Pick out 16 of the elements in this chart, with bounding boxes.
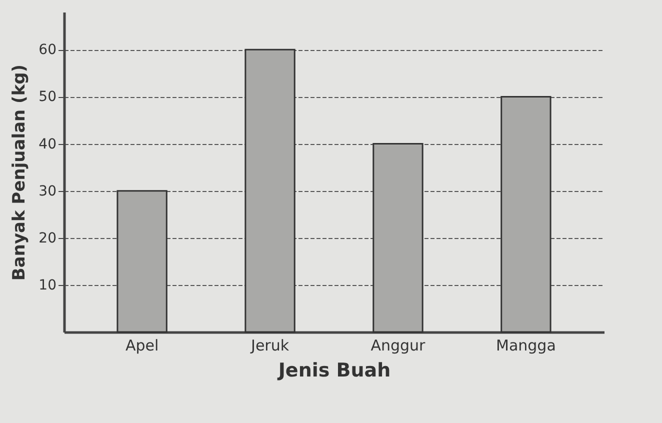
y-tick-label: 60 [38, 42, 56, 58]
x-tick-label: Mangga [496, 336, 556, 354]
x-axis-title: Jenis Buah [276, 360, 391, 382]
y-tick-label: 50 [38, 89, 56, 106]
bar [116, 190, 168, 333]
bar [372, 143, 424, 333]
y-tick-label: 10 [38, 277, 56, 294]
x-tick-label: Apel [125, 336, 159, 354]
y-tick-label: 20 [38, 230, 56, 246]
bar [244, 48, 296, 333]
x-tick-label: Anggur [370, 336, 426, 354]
y-tick-label: 40 [38, 136, 56, 152]
y-axis-title: Banyak Penjualan (kg) [10, 64, 30, 281]
y-tick-label: 30 [38, 183, 56, 200]
bar [500, 96, 552, 333]
x-tick-label: Jeruk [250, 336, 290, 354]
